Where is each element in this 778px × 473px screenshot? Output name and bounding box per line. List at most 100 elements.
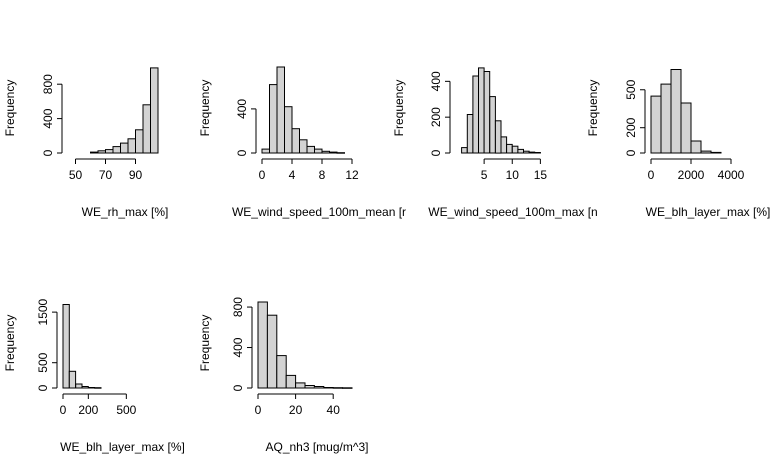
histogram-bar — [306, 145, 315, 154]
y-tick-label: 400 — [429, 71, 443, 91]
histogram-panel: 5 10 15 0 200 400 WE_wind_speed_100m_max [n Fre… — [392, 67, 598, 219]
histogram-bar — [68, 370, 77, 389]
x-tick-label: 40 — [327, 403, 341, 417]
histogram-bar — [342, 387, 353, 389]
histogram-bar — [62, 304, 70, 389]
y-tick-label: 200 — [429, 107, 443, 127]
y-axis-title: Frequency — [392, 80, 406, 137]
y-tick-label: 0 — [624, 149, 638, 156]
x-tick-label: 500 — [116, 403, 136, 417]
histogram-bar — [291, 128, 300, 154]
histogram-bar — [690, 140, 702, 154]
histogram-panel: 0 200 500 0 500 1500 WE_blh_layer_max [%] Frequ… — [3, 298, 185, 454]
histogram-bar — [295, 382, 306, 389]
x-tick-label: 15 — [534, 168, 548, 182]
x-tick-label: 20 — [289, 403, 303, 417]
histogram-bar — [528, 151, 536, 154]
y-axis-title: Frequency — [198, 315, 212, 372]
histogram-bar — [332, 387, 344, 389]
x-axis-title: WE_rh_max [%] — [82, 205, 169, 219]
y-tick-label: 0 — [429, 149, 443, 156]
histogram-bar — [285, 374, 297, 389]
y-tick-label: 400 — [41, 108, 55, 128]
x-tick-label: 0 — [259, 168, 266, 182]
histogram-bar — [506, 143, 513, 154]
x-axis-title: WE_wind_speed_100m_max [n — [428, 205, 597, 219]
histogram-bar — [284, 106, 293, 154]
y-tick-label: 0 — [235, 149, 249, 156]
histogram-bar — [700, 150, 712, 154]
histogram-bar — [323, 387, 334, 389]
histogram-bar — [276, 355, 287, 389]
x-tick-label: 90 — [129, 168, 143, 182]
histogram-bar — [534, 152, 541, 154]
histogram-bar — [517, 148, 525, 154]
histogram-bar — [94, 387, 102, 389]
histogram-bar — [500, 136, 508, 154]
y-axis-title: Frequency — [3, 80, 17, 137]
y-tick-label: 0 — [231, 384, 245, 391]
x-tick-label: 0 — [255, 403, 262, 417]
histogram-bar — [660, 83, 672, 154]
histogram-bar — [710, 151, 722, 154]
y-tick-label: 0 — [41, 149, 55, 156]
y-axis-title: Frequency — [198, 80, 212, 137]
histogram-bar — [105, 149, 114, 154]
y-axis-title: Frequency — [586, 80, 600, 137]
histogram-bar — [511, 145, 519, 154]
histogram-bar — [483, 71, 491, 154]
x-tick-label: 0 — [648, 168, 655, 182]
x-tick-label: 4000 — [718, 168, 745, 182]
histogram-bar — [321, 150, 330, 154]
histogram-bar — [90, 151, 99, 154]
x-tick-label: 5 — [481, 168, 488, 182]
histogram-bar — [269, 84, 278, 154]
x-axis-title: WE_blh_layer_max [%] — [60, 440, 185, 454]
histogram-bar — [112, 146, 121, 154]
histogram-bar — [150, 67, 159, 154]
histogram-bar — [81, 386, 89, 389]
x-tick-label: 70 — [99, 168, 113, 182]
y-tick-label: 800 — [41, 74, 55, 94]
histogram-bar — [650, 95, 662, 154]
y-tick-label: 400 — [231, 337, 245, 357]
x-axis-title: WE_wind_speed_100m_mean [r — [232, 205, 406, 219]
histogram-bar — [314, 148, 323, 154]
x-axis-title: WE_blh_layer_max [%] — [646, 205, 771, 219]
histogram-bar — [120, 142, 129, 154]
histogram-bar — [304, 385, 315, 389]
histogram-bar — [670, 69, 682, 154]
histogram-panel: 50 70 90 0 400 800 WE_rh_max [%] Frequency — [3, 67, 169, 219]
histogram-bar — [680, 102, 692, 154]
histogram-bar — [127, 138, 136, 154]
x-tick-label: 200 — [78, 403, 98, 417]
histogram-bar — [336, 152, 345, 154]
histogram-bar — [472, 75, 479, 154]
y-tick-label: 500 — [624, 79, 638, 99]
histogram-bar — [329, 151, 338, 154]
histogram-bar — [261, 148, 270, 154]
y-tick-label: 800 — [231, 297, 245, 317]
histogram-bar — [466, 114, 474, 154]
histogram-bar — [313, 386, 325, 389]
histogram-panel: 0 2000 4000 0 200 500 WE_blh_layer_max [%] Freq… — [586, 69, 771, 219]
x-tick-label: 12 — [345, 168, 359, 182]
x-tick-label: 4 — [289, 168, 296, 182]
x-tick-label: 2000 — [678, 168, 705, 182]
x-tick-label: 50 — [69, 168, 83, 182]
x-tick-label: 10 — [506, 168, 520, 182]
histogram-bar — [478, 67, 485, 154]
histogram-bar — [299, 139, 308, 154]
y-axis-title: Frequency — [3, 315, 17, 372]
histogram-panel: 0 4 8 12 0 400 WE_wind_speed_100m_mean [r Frequ… — [198, 66, 406, 219]
histogram-bar — [276, 66, 285, 154]
x-axis-title: AQ_nh3 [mug/m^3] — [265, 440, 368, 454]
histogram-bar — [75, 383, 83, 389]
histogram-bar — [494, 120, 502, 154]
x-tick-label: 0 — [60, 403, 67, 417]
histogram-bar — [142, 104, 151, 154]
x-tick-label: 8 — [319, 168, 326, 182]
histogram-bar — [461, 147, 468, 154]
histogram-bar — [87, 387, 96, 389]
